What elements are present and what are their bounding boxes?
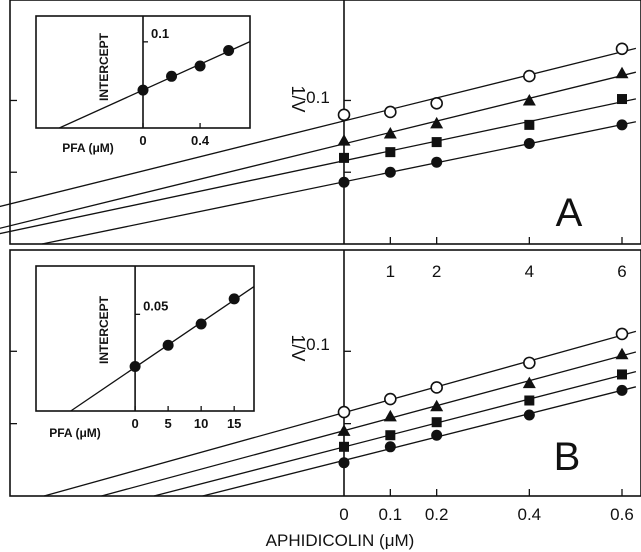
inset-fit-line bbox=[70, 286, 255, 412]
data-point bbox=[617, 94, 627, 105]
fit-line bbox=[101, 351, 637, 497]
inset-x-tick-label: 15 bbox=[227, 416, 241, 431]
inset-data-point bbox=[129, 361, 141, 373]
data-point bbox=[615, 42, 629, 56]
inset-x-axis-title: PFA (μM) bbox=[49, 426, 101, 440]
data-point bbox=[615, 327, 629, 341]
data-point bbox=[430, 116, 444, 129]
inset-data-point bbox=[195, 318, 207, 330]
data-point bbox=[337, 134, 351, 146]
inset-frame bbox=[35, 265, 255, 412]
fit-line bbox=[0, 47, 637, 208]
data-point bbox=[430, 381, 443, 394]
plot-frame bbox=[9, 0, 641, 245]
x-axis-title: APHIDICOLIN (μM) bbox=[266, 531, 415, 550]
x-tick-label: 0.6 bbox=[610, 505, 634, 524]
data-point bbox=[523, 356, 536, 370]
data-point bbox=[615, 66, 629, 79]
data-point bbox=[383, 409, 397, 422]
inset-data-point bbox=[166, 70, 178, 82]
x-tick-label: 0.1 bbox=[379, 505, 403, 524]
x-tick-label: 6 bbox=[617, 262, 626, 281]
data-point bbox=[523, 409, 535, 421]
data-point bbox=[385, 430, 396, 441]
data-point bbox=[337, 108, 351, 122]
x-tick-label: 0 bbox=[339, 505, 348, 524]
plot-frame bbox=[9, 249, 641, 497]
y-axis-title: 1/V bbox=[288, 85, 308, 112]
data-point bbox=[523, 69, 536, 83]
inset-y-tick-label: 0.05 bbox=[143, 298, 168, 313]
inset-x-axis-title: PFA (μM) bbox=[62, 141, 114, 155]
data-point bbox=[384, 166, 396, 178]
data-point bbox=[522, 93, 536, 106]
x-tick-label: 0.4 bbox=[518, 505, 542, 524]
x-tick-label: 4 bbox=[525, 262, 534, 281]
x-tick-label: 1 bbox=[386, 262, 395, 281]
y-tick-label: 0.1 bbox=[306, 335, 330, 354]
inset-x-tick-label: 0.4 bbox=[191, 133, 210, 148]
panel-label: B bbox=[554, 435, 581, 479]
x-tick-label: 2 bbox=[432, 262, 441, 281]
inset-y-axis-title: INTERCEPT bbox=[97, 32, 111, 101]
y-axis-title: 1/V bbox=[288, 334, 308, 361]
inset-data-point bbox=[137, 84, 149, 96]
data-point bbox=[384, 105, 397, 119]
data-point bbox=[616, 384, 628, 396]
inset-y-axis-title: INTERCEPT bbox=[97, 295, 111, 364]
data-point bbox=[430, 399, 444, 412]
data-point bbox=[338, 176, 350, 188]
data-point bbox=[430, 97, 443, 110]
fit-line bbox=[0, 98, 637, 235]
data-point bbox=[339, 441, 349, 452]
inset-fit-line bbox=[59, 41, 251, 129]
inset-data-point bbox=[194, 60, 206, 72]
inset-data-point bbox=[223, 44, 235, 56]
inset-chart: 0 0.4 0.1 PFA (μM) INTERCEPT bbox=[35, 15, 251, 155]
x-tick-label: 0.2 bbox=[425, 505, 449, 524]
data-point bbox=[431, 137, 442, 148]
inset-data-point bbox=[162, 339, 174, 351]
panel-label: A bbox=[556, 191, 583, 235]
y-tick-label: 0.1 bbox=[306, 88, 330, 107]
data-point bbox=[617, 369, 627, 380]
inset-x-tick-label: 0 bbox=[139, 133, 146, 148]
data-point bbox=[522, 376, 536, 389]
fit-line bbox=[202, 386, 637, 497]
data-point bbox=[615, 347, 629, 360]
data-point bbox=[524, 119, 535, 130]
inset-x-tick-label: 10 bbox=[194, 416, 208, 431]
inset-data-point bbox=[228, 293, 240, 305]
data-point bbox=[384, 392, 397, 406]
data-point bbox=[523, 138, 535, 150]
data-point bbox=[384, 441, 396, 453]
data-point bbox=[616, 119, 628, 131]
data-point bbox=[431, 417, 442, 428]
data-point bbox=[338, 457, 350, 469]
inset-x-tick-label: 0 bbox=[131, 416, 138, 431]
data-point bbox=[337, 424, 351, 436]
data-point bbox=[431, 156, 443, 168]
data-point bbox=[431, 429, 443, 441]
data-point bbox=[383, 126, 397, 139]
inset-x-tick-label: 5 bbox=[165, 416, 172, 431]
data-point bbox=[339, 152, 349, 163]
fit-line bbox=[0, 71, 637, 229]
inset-chart: 0 5 10 15 0.05 PFA (μM) INTERCEPT bbox=[35, 265, 255, 440]
data-point bbox=[337, 405, 351, 419]
inset-y-tick-label: 0.1 bbox=[151, 26, 169, 41]
data-point bbox=[524, 395, 535, 406]
data-point bbox=[385, 147, 396, 158]
